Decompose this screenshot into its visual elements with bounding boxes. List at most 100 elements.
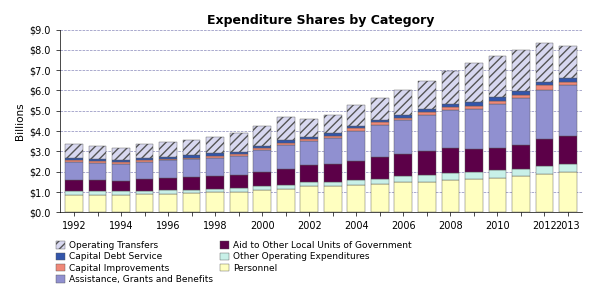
Bar	[465, 149, 482, 172]
Bar	[394, 118, 412, 120]
Bar	[253, 172, 271, 186]
Bar	[418, 175, 436, 181]
Bar	[160, 157, 177, 159]
Bar	[347, 130, 365, 160]
Bar	[112, 181, 130, 191]
Bar	[277, 143, 295, 145]
Bar	[112, 194, 130, 212]
Bar	[277, 189, 295, 212]
Bar	[512, 168, 530, 176]
Bar	[347, 128, 365, 130]
Bar	[206, 158, 224, 176]
Bar	[253, 186, 271, 191]
Bar	[183, 190, 200, 193]
Bar	[65, 160, 83, 162]
Bar	[230, 152, 248, 154]
Bar	[324, 186, 341, 212]
Bar	[371, 125, 389, 157]
Bar	[301, 139, 318, 141]
Bar	[559, 45, 577, 78]
Bar	[347, 126, 365, 128]
Bar	[512, 91, 530, 95]
Bar	[536, 139, 553, 166]
Bar	[136, 158, 154, 160]
Bar	[112, 148, 130, 160]
Bar	[324, 136, 341, 138]
Bar	[371, 157, 389, 179]
Bar	[160, 159, 177, 160]
Bar	[536, 85, 553, 91]
Bar	[136, 160, 154, 162]
Bar	[371, 98, 389, 119]
Bar	[65, 158, 83, 160]
Bar	[65, 162, 83, 180]
Bar	[324, 133, 341, 136]
Bar	[371, 119, 389, 122]
Bar	[418, 81, 436, 109]
Bar	[371, 184, 389, 212]
Bar	[112, 162, 130, 164]
Bar	[301, 182, 318, 186]
Bar	[371, 179, 389, 184]
Bar	[301, 141, 318, 165]
Bar	[112, 191, 130, 194]
Bar	[442, 110, 459, 148]
Bar	[230, 192, 248, 212]
Bar	[89, 161, 106, 163]
Bar	[206, 137, 224, 153]
Bar	[394, 115, 412, 118]
Bar	[488, 101, 506, 104]
Bar	[301, 137, 318, 139]
Bar	[418, 181, 436, 212]
Bar	[89, 163, 106, 181]
Bar	[442, 104, 459, 107]
Bar	[160, 178, 177, 191]
Bar	[465, 172, 482, 179]
Bar	[512, 145, 530, 168]
Bar	[465, 109, 482, 149]
Bar	[324, 164, 341, 182]
Bar	[465, 63, 482, 102]
Bar	[65, 144, 83, 158]
Bar	[418, 151, 436, 175]
Bar	[136, 194, 154, 212]
Bar	[512, 50, 530, 91]
Bar	[230, 175, 248, 189]
Bar	[230, 156, 248, 175]
Bar	[394, 176, 412, 182]
Bar	[230, 154, 248, 156]
Bar	[559, 136, 577, 164]
Bar	[465, 102, 482, 106]
Bar	[371, 122, 389, 125]
Bar	[89, 191, 106, 194]
Bar	[559, 172, 577, 212]
Bar	[536, 91, 553, 139]
Y-axis label: Billions: Billions	[16, 102, 25, 140]
Bar	[183, 159, 200, 178]
Bar	[183, 140, 200, 155]
Bar	[394, 182, 412, 212]
Bar	[324, 138, 341, 164]
Bar	[301, 186, 318, 212]
Bar	[112, 160, 130, 162]
Bar	[160, 194, 177, 212]
Bar	[206, 176, 224, 189]
Bar	[394, 154, 412, 176]
Bar	[442, 180, 459, 212]
Bar	[112, 164, 130, 181]
Bar	[277, 117, 295, 140]
Bar	[206, 189, 224, 192]
Bar	[253, 191, 271, 212]
Bar	[65, 180, 83, 191]
Bar	[418, 109, 436, 112]
Bar	[183, 178, 200, 190]
Bar	[418, 112, 436, 115]
Bar	[347, 105, 365, 126]
Bar	[488, 170, 506, 178]
Bar	[324, 182, 341, 186]
Bar	[347, 185, 365, 212]
Bar	[206, 153, 224, 156]
Bar	[277, 169, 295, 185]
Bar	[183, 158, 200, 159]
Bar	[230, 189, 248, 192]
